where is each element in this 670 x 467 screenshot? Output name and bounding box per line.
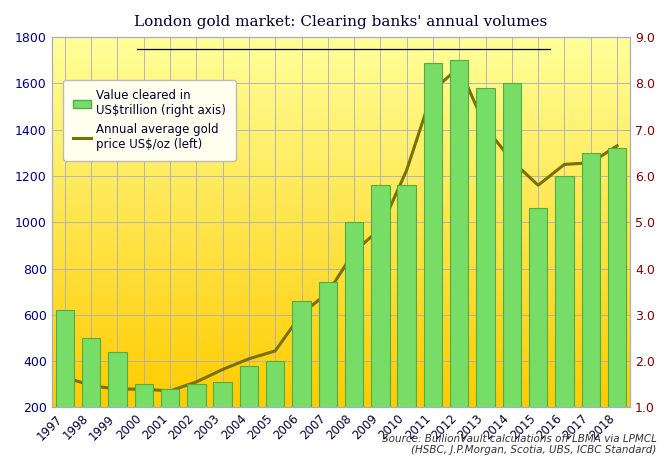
Bar xyxy=(555,176,574,453)
Bar xyxy=(371,185,389,453)
Bar xyxy=(476,88,494,453)
Bar xyxy=(450,60,468,453)
Bar xyxy=(423,64,442,453)
Legend: Value cleared in
US$trillion (right axis), Annual average gold
price US$/oz (lef: Value cleared in US$trillion (right axis… xyxy=(64,80,236,161)
Bar xyxy=(345,222,363,453)
Bar xyxy=(214,382,232,453)
Bar xyxy=(292,301,311,453)
Bar xyxy=(135,384,153,453)
Bar xyxy=(608,148,626,453)
Bar xyxy=(529,208,547,453)
Bar xyxy=(109,352,127,453)
Bar xyxy=(266,361,284,453)
Bar xyxy=(502,84,521,453)
Bar xyxy=(82,338,100,453)
Bar xyxy=(319,283,337,453)
Bar xyxy=(187,384,206,453)
Title: London gold market: Clearing banks' annual volumes: London gold market: Clearing banks' annu… xyxy=(134,15,547,29)
Bar xyxy=(56,310,74,453)
Text: Source: BullionVault calculations off LBMA via LPMCL
(HSBC, J.P.Morgan, Scotia, : Source: BullionVault calculations off LB… xyxy=(382,434,657,455)
Bar xyxy=(240,366,258,453)
Bar xyxy=(397,185,416,453)
Bar xyxy=(582,153,600,453)
Bar xyxy=(161,389,180,453)
